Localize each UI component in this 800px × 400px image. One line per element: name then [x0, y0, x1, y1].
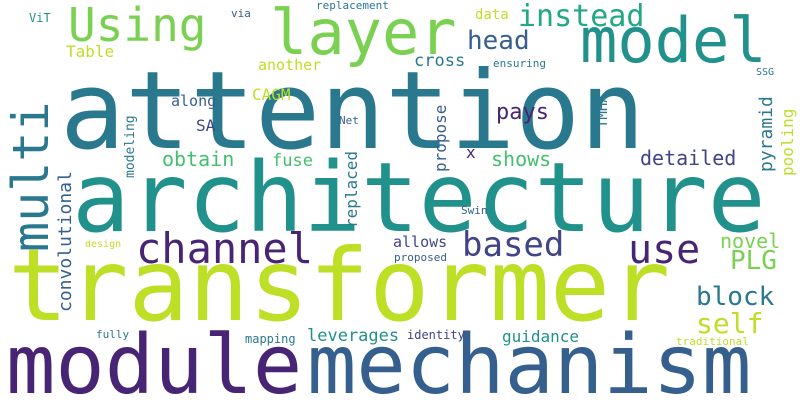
word-along: along	[171, 92, 217, 110]
word-design: design	[85, 239, 122, 250]
word-obtain: obtain	[162, 147, 235, 171]
word-ssg: SSG	[756, 67, 775, 78]
word-another: another	[258, 56, 322, 74]
word-detailed: detailed	[640, 146, 737, 170]
word-use: use	[628, 227, 701, 273]
word-ensuring: ensuring	[493, 57, 546, 70]
word-plg: PLG	[730, 246, 777, 276]
word-mechanism: mechanism	[307, 318, 752, 400]
word-tmha: TMHA	[595, 94, 611, 128]
word-convolutional: convolutional	[55, 171, 76, 312]
word-via: via	[231, 7, 251, 20]
word-pays: pays	[496, 100, 549, 125]
word-replacement: replacement	[316, 0, 389, 12]
word-x: x	[466, 143, 476, 162]
word-shows: shows	[491, 147, 552, 171]
word-head: head	[467, 26, 530, 56]
word-modeling: modeling	[123, 115, 138, 178]
word-guidance: guidance	[502, 327, 580, 346]
word-cross: cross	[414, 51, 466, 71]
word-based: based	[462, 225, 565, 265]
word-self: self	[696, 307, 764, 340]
word-pyramid: pyramid	[756, 96, 777, 172]
word-propose: propose	[431, 104, 450, 172]
word-data: data	[475, 7, 509, 23]
word-proposed: proposed	[394, 251, 447, 264]
word-replaced: replaced	[342, 150, 361, 228]
word-transformer: transformer	[8, 227, 671, 344]
word-fully: fully	[96, 328, 130, 341]
word-swin: Swin	[461, 204, 488, 217]
word-attention: attention	[60, 49, 646, 174]
word-channel: channel	[136, 224, 314, 273]
word-fuse: fuse	[272, 151, 313, 171]
word-model: model	[580, 4, 767, 77]
word-allows: allows	[393, 233, 448, 251]
word-vit: ViT	[29, 11, 51, 25]
word-multi: multi	[2, 101, 60, 252]
word-sa: SA	[196, 116, 216, 135]
word-architecture: architecture	[72, 142, 766, 254]
word-using: Using	[68, 0, 207, 52]
word-table: Table	[66, 42, 115, 61]
word-mapping: mapping	[245, 332, 296, 346]
word-leverages: leverages	[307, 326, 400, 346]
word-block: block	[696, 282, 775, 312]
word-net: Net	[339, 114, 359, 127]
word-instead: instead	[518, 0, 645, 34]
word-pooling: pooling	[778, 108, 797, 176]
word-cagm: CAGM	[252, 85, 291, 104]
word-layer: layer	[270, 0, 457, 69]
word-identity: identity	[407, 328, 465, 342]
word-module: module	[6, 318, 303, 400]
word-traditional: traditional	[676, 335, 749, 348]
word-novel: novel	[720, 229, 781, 253]
